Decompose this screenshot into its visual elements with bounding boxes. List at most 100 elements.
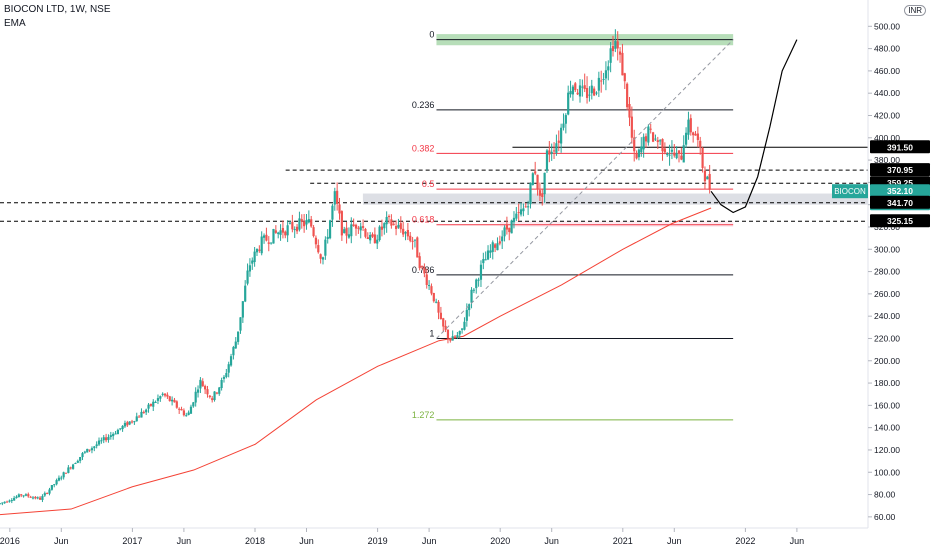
candle-body: [663, 148, 666, 153]
candle: [482, 252, 485, 270]
candle: [29, 495, 32, 498]
candle: [163, 393, 167, 398]
candle-body: [138, 416, 141, 418]
candle: [479, 260, 483, 287]
fib-label-0: 0: [429, 30, 434, 40]
candle: [694, 130, 697, 136]
candle-body: [262, 235, 266, 238]
x-tick-label: 2022: [735, 536, 755, 546]
candle-body: [600, 80, 603, 82]
candle: [439, 306, 442, 320]
candle: [79, 456, 82, 464]
candle: [552, 142, 556, 159]
candle: [215, 391, 219, 395]
candle: [345, 222, 348, 244]
candle: [38, 496, 42, 500]
candle-body: [298, 218, 301, 230]
candle: [680, 147, 683, 161]
candle-body: [128, 421, 131, 425]
candle: [182, 408, 185, 417]
candle-body: [413, 239, 417, 241]
x-tick-label: Jun: [544, 536, 559, 546]
candle-body: [517, 212, 520, 214]
candle-body: [48, 489, 51, 494]
candle: [93, 445, 96, 452]
candle-body: [258, 249, 261, 251]
candle: [135, 412, 138, 422]
candle: [593, 86, 596, 97]
candle: [399, 216, 402, 233]
candle: [343, 226, 346, 234]
candle: [312, 225, 315, 238]
candle: [585, 76, 589, 104]
price-level-badge: [870, 214, 930, 228]
candle: [505, 216, 508, 235]
candle: [647, 124, 650, 146]
candle-body: [418, 256, 421, 269]
fib-label-2: 0.382: [412, 143, 435, 153]
candle: [524, 202, 527, 208]
candle-body: [548, 150, 551, 155]
candle-body: [208, 395, 211, 398]
candle-body: [211, 398, 214, 401]
candle: [71, 463, 75, 470]
candle: [76, 459, 79, 464]
candle-body: [232, 347, 235, 356]
currency-badge[interactable]: INR: [904, 5, 926, 16]
candle-body: [36, 497, 39, 499]
candle: [670, 140, 674, 160]
candle: [295, 224, 299, 235]
candle: [248, 258, 252, 277]
price-level-label: 359.25: [887, 178, 913, 188]
candle-body: [79, 456, 82, 461]
candle: [472, 288, 475, 294]
candle: [83, 450, 86, 454]
candle: [611, 35, 615, 57]
candle: [86, 448, 89, 453]
candle: [340, 210, 343, 241]
candle-body: [677, 150, 681, 154]
candle-body: [463, 321, 466, 330]
candle: [244, 280, 247, 303]
candle-body: [225, 373, 228, 378]
candle-body: [34, 496, 37, 499]
candle: [677, 150, 681, 163]
candle-body: [593, 88, 596, 96]
candle-body: [166, 394, 169, 397]
candle: [196, 385, 200, 398]
candle-body: [442, 318, 445, 327]
candle: [159, 395, 162, 402]
candle: [232, 345, 235, 360]
candle: [560, 123, 563, 153]
candle-body: [246, 270, 249, 284]
candle: [31, 496, 35, 500]
indicator-label[interactable]: EMA: [4, 18, 26, 29]
y-tick-label: 240.00: [874, 311, 900, 321]
candle-body: [206, 389, 209, 395]
candle: [442, 317, 445, 333]
candle: [133, 420, 136, 425]
candle: [154, 400, 157, 404]
candle-body: [178, 408, 181, 410]
candle-body: [90, 448, 94, 451]
candle: [699, 136, 702, 155]
candle: [354, 223, 358, 236]
candle-body: [241, 301, 244, 318]
candle-body: [251, 260, 254, 264]
candle: [46, 492, 49, 495]
candle: [458, 330, 461, 339]
candle: [656, 136, 659, 149]
candle-body: [163, 393, 167, 396]
candle: [644, 133, 648, 148]
candle: [689, 114, 692, 136]
candle-body: [444, 325, 447, 330]
y-tick-label: 480.00: [874, 44, 900, 54]
fib-label-4: 0.618: [412, 215, 435, 225]
candle: [567, 85, 570, 116]
candle-body: [76, 460, 79, 463]
candle-body: [633, 137, 636, 152]
candle-body: [366, 237, 369, 240]
candle: [121, 425, 124, 432]
candle: [187, 410, 190, 416]
